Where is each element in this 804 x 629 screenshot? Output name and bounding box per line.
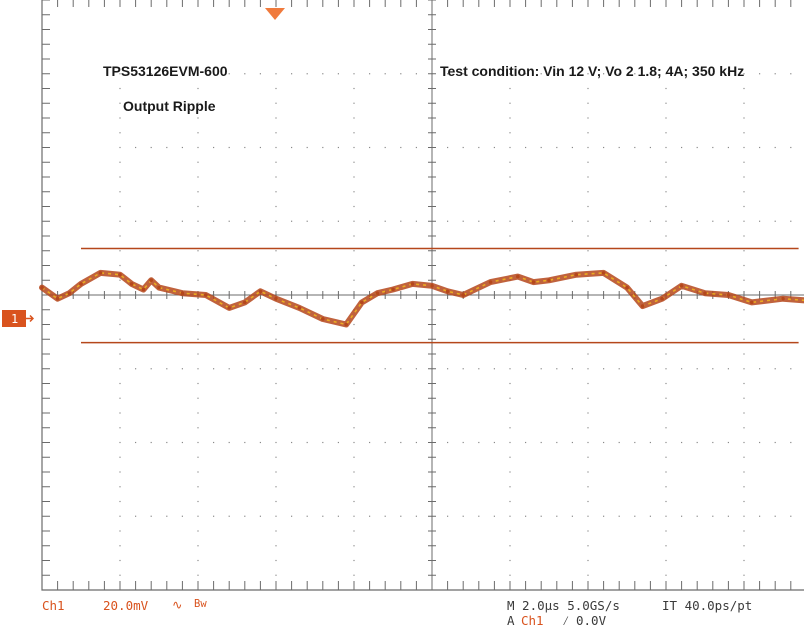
coupling-icon: ∿ (172, 597, 183, 612)
trace-point (157, 285, 161, 290)
trace-point (227, 306, 231, 310)
bandwidth-limit-label: Bw (194, 598, 207, 610)
trace-point (750, 300, 754, 305)
ch1-trace-highlight (41, 272, 804, 326)
trigger-level: 0.0V (576, 613, 607, 628)
trace-point (297, 306, 302, 310)
trace-point (141, 287, 146, 292)
trace-point (410, 282, 415, 286)
trace-point (118, 272, 122, 277)
trace-point (360, 300, 364, 305)
ch1-waveform (39, 269, 804, 328)
trace-point (488, 280, 493, 284)
trace-point (98, 271, 103, 275)
trace-point (679, 283, 684, 288)
ch1-trace-line (39, 269, 804, 328)
trace-point (781, 296, 785, 301)
trace-point (243, 300, 247, 305)
trace-point (601, 271, 606, 275)
trace-point (258, 289, 263, 294)
trace-point (180, 291, 185, 295)
trace-point (445, 289, 450, 294)
trace-point (55, 296, 60, 301)
trace-point (660, 296, 664, 301)
trace-point (430, 283, 434, 288)
channel-marker-label: 1 (11, 312, 18, 326)
trace-point (531, 280, 536, 284)
trace-point (149, 278, 153, 283)
horizontal-cursors (81, 247, 799, 344)
trace-point (726, 293, 731, 297)
trace-point (391, 287, 395, 292)
trace-point (321, 317, 325, 321)
trigger-label: A (507, 613, 515, 628)
trace-point (344, 322, 349, 327)
test-condition-annotation: Test condition: Vin 12 V; Vo 2 1.8; 4A; … (440, 63, 745, 79)
trace-point (703, 291, 707, 295)
trace-point (40, 285, 44, 290)
trace-point (67, 291, 72, 295)
trace-point (625, 285, 629, 290)
plot-annotation: Output Ripple (123, 98, 216, 114)
channel-label: Ch1 (42, 598, 65, 613)
timebase-readout: M 2.0µs 5.0GS/s (507, 598, 620, 613)
board-annotation: TPS53126EVM-600 (103, 63, 228, 79)
trace-point (547, 278, 551, 283)
trace-point (204, 293, 208, 297)
trace-point (461, 293, 466, 297)
trigger-position-icon (265, 8, 285, 20)
graticule-grid (41, 0, 804, 591)
trigger-source: Ch1 (521, 613, 544, 628)
trace-point (574, 272, 579, 277)
channel-1-ground-marker: 1 (2, 310, 34, 327)
trace-point (640, 304, 645, 308)
trace-point (79, 282, 83, 286)
interpolation-readout: IT 40.0ps/pt (662, 598, 753, 613)
trace-point (129, 282, 134, 286)
trace-point (274, 296, 278, 301)
trigger-slope-icon: ⁄ (562, 613, 570, 628)
trace-point (375, 291, 380, 295)
volts-per-div: 20.0mV (103, 598, 149, 613)
trace-point (516, 274, 520, 279)
